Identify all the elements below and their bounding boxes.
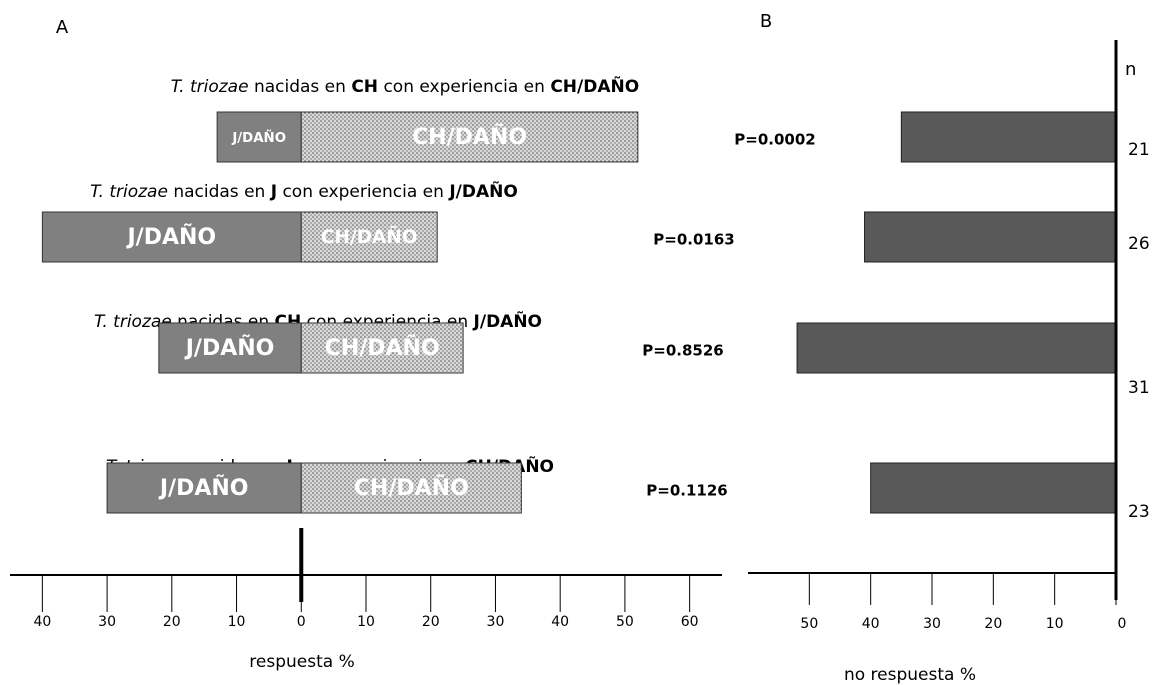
row-title-part: nacidas en: [168, 182, 271, 202]
row-title: T. triozae nacidas en CH con experiencia…: [171, 74, 639, 97]
x-tick-label: 10: [228, 614, 246, 630]
p-value: P=0.0002: [734, 131, 815, 149]
panel-label: A: [56, 17, 69, 38]
bar-label: CH/DAÑO: [354, 475, 469, 501]
bar: [300, 322, 464, 374]
x-tick-label: 0: [1118, 616, 1127, 632]
bar-label: J/DAÑO: [231, 129, 286, 146]
row-title: T. triozae nacidas en J con experiencia …: [90, 179, 518, 202]
row-title-part: T. triozae: [171, 77, 249, 97]
p-value: P=0.8526: [642, 342, 723, 360]
n-value: 23: [1128, 502, 1150, 522]
n-header: n: [1125, 59, 1136, 80]
x-tick-label: 40: [33, 614, 51, 630]
bar: [870, 462, 1117, 514]
n-value: 21: [1128, 140, 1150, 160]
x-tick-label: 20: [422, 614, 440, 630]
row-title-part: T. triozae: [94, 312, 172, 332]
bar: [300, 462, 522, 514]
panel-label: B: [760, 11, 772, 32]
row-title-part: nacidas en: [249, 77, 352, 97]
x-tick-label: 40: [862, 616, 880, 632]
row-title-part: con experiencia en: [378, 77, 550, 97]
x-tick-label: 30: [98, 614, 116, 630]
row-title-part: J: [270, 182, 277, 202]
x-tick-label: 0: [297, 614, 306, 630]
bar-label: J/DAÑO: [184, 335, 275, 361]
x-tick-label: 30: [487, 614, 505, 630]
bar-label: J/DAÑO: [158, 475, 249, 501]
bar-label: CH/DAÑO: [325, 335, 440, 361]
x-tick-label: 60: [681, 614, 699, 630]
x-axis-label: no respuesta %: [844, 665, 976, 685]
bar: [300, 111, 639, 163]
p-value: P=0.0163: [653, 231, 734, 249]
bar: [216, 111, 302, 163]
bar: [106, 462, 302, 514]
bar-label: J/DAÑO: [126, 224, 217, 250]
bar: [796, 322, 1117, 374]
row-title-part: CH/DAÑO: [550, 74, 639, 97]
bar: [864, 211, 1117, 263]
row-title-part: J/DAÑO: [473, 309, 542, 332]
x-axis-label: respuesta %: [249, 652, 354, 672]
x-tick-label: 10: [357, 614, 375, 630]
bar-label: CH/DAÑO: [412, 124, 527, 150]
n-value: 31: [1128, 378, 1150, 398]
x-tick-label: 20: [984, 616, 1002, 632]
bar-label: CH/DAÑO: [321, 225, 418, 248]
bar: [158, 322, 302, 374]
bar: [41, 211, 302, 263]
x-tick-label: 50: [800, 616, 818, 632]
x-tick-label: 50: [616, 614, 634, 630]
p-value: P=0.1126: [646, 482, 727, 500]
row-title-part: J/DAÑO: [448, 179, 517, 202]
bar: [900, 111, 1117, 163]
row-title-part: CH: [351, 77, 378, 97]
bar: [300, 211, 438, 263]
x-tick-label: 20: [163, 614, 181, 630]
x-tick-label: 30: [923, 616, 941, 632]
x-tick-label: 40: [551, 614, 569, 630]
x-tick-label: 10: [1046, 616, 1064, 632]
row-title-part: T. triozae: [90, 182, 168, 202]
row-title-part: con experiencia en: [277, 182, 449, 202]
n-value: 26: [1128, 234, 1150, 254]
